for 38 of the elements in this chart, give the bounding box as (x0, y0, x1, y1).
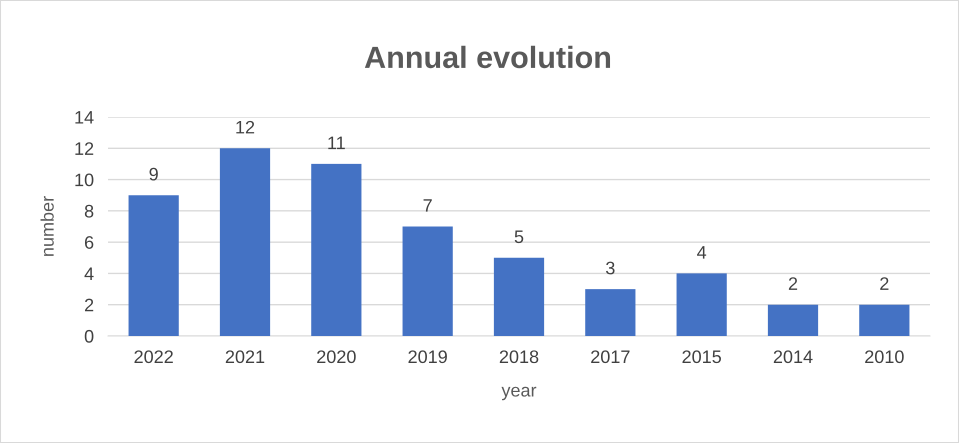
y-tick-label: 6 (84, 236, 94, 249)
y-tick-label: 14 (75, 111, 94, 124)
x-tick-label: 2017 (591, 350, 630, 364)
chart-title: Annual evolution (364, 46, 610, 68)
y-tick-label: 8 (84, 204, 94, 218)
bar (311, 164, 362, 336)
bar (768, 304, 818, 336)
x-axis-title: year (501, 386, 536, 400)
x-tick-label: 2010 (865, 350, 904, 364)
x-tick-label: 2022 (134, 350, 173, 364)
bar (676, 273, 727, 336)
bar (585, 289, 636, 336)
bar (128, 195, 179, 336)
data-label: 2 (788, 277, 798, 290)
data-label: 4 (697, 246, 706, 259)
data-label: 2 (880, 277, 888, 290)
x-tick-label: 2020 (317, 350, 356, 364)
data-label: 12 (236, 120, 254, 134)
y-tick-label: 2 (84, 298, 94, 312)
x-tick-label: 2018 (500, 350, 538, 364)
x-tick-label: 2019 (408, 350, 447, 364)
bar (859, 304, 910, 336)
bar (220, 148, 270, 336)
data-label: 3 (606, 262, 615, 274)
data-label: 7 (424, 199, 432, 212)
y-axis-title: number (40, 196, 54, 256)
bar (494, 258, 544, 336)
y-tick-label: 10 (75, 174, 94, 186)
y-tick-label: 4 (84, 268, 94, 280)
x-tick-label: 2014 (774, 350, 813, 364)
x-tick-label: 2021 (226, 350, 264, 364)
data-label: 9 (149, 168, 158, 181)
bar (402, 226, 453, 336)
x-tick-label: 2015 (682, 350, 721, 364)
data-label: 11 (328, 136, 345, 150)
y-tick-label: 12 (75, 142, 94, 155)
data-label: 5 (514, 230, 524, 244)
y-tick-label: 0 (84, 330, 94, 343)
